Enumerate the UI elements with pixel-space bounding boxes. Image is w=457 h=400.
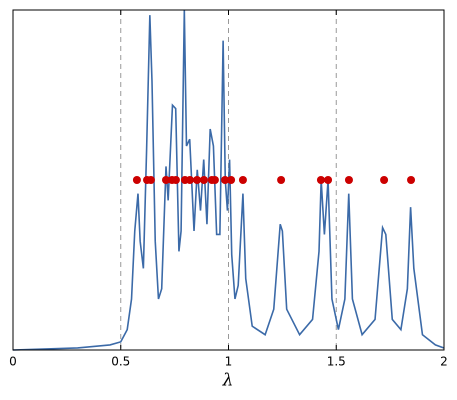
x-axis-label: λ [222, 371, 234, 391]
point [380, 176, 389, 184]
point [185, 176, 194, 184]
point [146, 176, 155, 184]
point [407, 176, 416, 184]
x-tick-label: 0.5 [111, 355, 130, 369]
x-tick-label: 2 [440, 355, 448, 369]
point [162, 176, 171, 184]
point [221, 176, 230, 184]
point [227, 176, 236, 184]
point [277, 176, 286, 184]
point [132, 176, 141, 184]
point [238, 176, 247, 184]
point [171, 176, 180, 184]
x-tick-label: 1 [225, 355, 233, 369]
point [193, 176, 202, 184]
point [210, 176, 219, 184]
point [324, 176, 333, 184]
x-tick-label: 1.5 [327, 355, 346, 369]
point [199, 176, 208, 184]
point [316, 176, 325, 184]
x-tick-label: 0 [9, 355, 17, 369]
point [344, 176, 353, 184]
spectrum-line [12, 9, 445, 351]
